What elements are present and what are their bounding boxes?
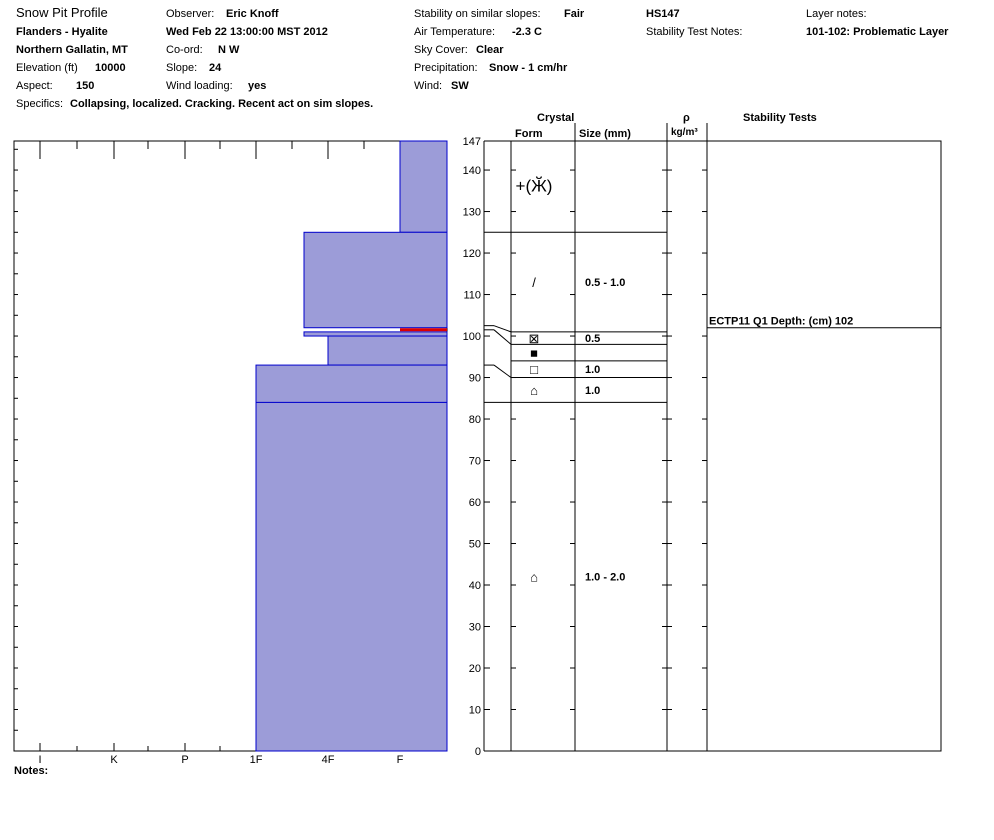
wind-loading-label: Wind loading: (166, 80, 233, 92)
crystal-form-symbol: ⌂ (530, 383, 538, 398)
depth-tick-label: 100 (463, 331, 481, 343)
depth-tick-label: 80 (469, 414, 481, 426)
depth-tick-label: 70 (469, 456, 481, 468)
hardness-layer-bar (255, 401, 448, 752)
coord-label: Co-ord: (166, 44, 203, 56)
stability-label: Stability on similar slopes: (414, 8, 541, 20)
depth-tick-label: 147 (463, 136, 481, 148)
stability-test-notes-label: Stability Test Notes: (646, 26, 743, 38)
hardness-layer-bar (399, 140, 448, 233)
wind-value: SW (451, 80, 469, 92)
air-temp-value: -2.3 C (512, 26, 542, 38)
crystal-size-value: 1.0 (585, 364, 600, 376)
hardness-tick-label: 1F (250, 754, 263, 766)
hardness-layer-bar (327, 335, 448, 366)
wind-loading-value: yes (248, 80, 267, 92)
notes-label: Notes: (14, 765, 49, 777)
crystal-form-symbol: / (532, 275, 536, 290)
sky-label: Sky Cover: (414, 44, 468, 56)
aspect-label: Aspect: (16, 80, 53, 92)
location: Flanders - Hyalite (16, 26, 108, 38)
crystal-form-symbol: ■ (530, 346, 538, 361)
observer-value: Eric Knoff (226, 8, 279, 20)
region: Northern Gallatin, MT (16, 44, 128, 56)
stability-test-label: ECTP11 Q1 Depth: (cm) 102 (709, 316, 853, 328)
layer-notes-label: Layer notes: (806, 8, 867, 20)
specifics-label: Specifics: (16, 98, 64, 110)
hardness-tick-label: I (38, 754, 41, 766)
elevation-label: Elevation (ft) (16, 62, 78, 74)
depth-tick-label: 90 (469, 373, 481, 385)
crystal-form-symbol: ⊠ (529, 331, 540, 346)
layer-table-frame (510, 140, 942, 752)
depth-tick-label: 110 (463, 290, 481, 302)
page-title: Snow Pit Profile (16, 5, 108, 20)
depth-tick-label: 140 (463, 165, 481, 177)
slope-value: 24 (209, 62, 222, 74)
crystal-header: Crystal (537, 112, 575, 124)
layer-connector (493, 364, 512, 378)
aspect-value: 150 (76, 80, 95, 92)
sky-value: Clear (476, 44, 504, 56)
depth-tick-label: 40 (469, 580, 481, 592)
datetime: Wed Feb 22 13:00:00 MST 2012 (166, 26, 328, 38)
crystal-form-symbol: +(Ӂ) (516, 177, 553, 196)
elevation-value: 10000 (95, 62, 126, 74)
precip-value: Snow - 1 cm/hr (489, 62, 568, 74)
depth-tick-label: 0 (475, 746, 481, 758)
slope-label: Slope: (166, 62, 198, 74)
hardness-tick-label: 4F (322, 754, 335, 766)
hardness-layer-bar (303, 231, 448, 329)
wind-label: Wind: (414, 80, 443, 92)
depth-tick-label: 50 (469, 539, 481, 551)
crystal-size-value: 0.5 - 1.0 (585, 277, 625, 289)
observer-label: Observer: (166, 8, 215, 20)
hardness-tick-label: K (110, 754, 118, 766)
depth-tick-label: 20 (469, 663, 481, 675)
crystal-size-value: 0.5 (585, 333, 600, 345)
specifics-value: Collapsing, localized. Cracking. Recent … (70, 98, 374, 110)
depth-tick-label: 130 (463, 207, 481, 219)
coord-value: N W (218, 44, 240, 56)
crystal-form-symbol: ⌂ (530, 570, 538, 585)
depth-tick-label: 60 (469, 497, 481, 509)
layer-connector (493, 325, 512, 333)
hs-value: HS147 (646, 8, 680, 20)
hardness-tick-label: F (397, 754, 404, 766)
crystal-size-value: 1.0 (585, 385, 600, 397)
depth-tick-label: 10 (469, 705, 481, 717)
depth-tick-label: 30 (469, 622, 481, 634)
crystal-form-symbol: □ (530, 362, 538, 377)
stability-tests-header: Stability Tests (743, 112, 817, 124)
hardness-tick-label: P (181, 754, 188, 766)
stability-value: Fair (564, 8, 585, 20)
rho-header: ρ (683, 112, 690, 124)
air-temp-label: Air Temperature: (414, 26, 496, 38)
precip-label: Precipitation: (414, 62, 478, 74)
form-header: Form (515, 128, 543, 140)
hardness-layer-bar (303, 331, 448, 337)
depth-tick-label: 120 (463, 248, 481, 260)
size-header: Size (mm) (579, 128, 631, 140)
density-unit-header: kg/m³ (671, 127, 698, 138)
crystal-size-value: 1.0 - 2.0 (585, 572, 625, 584)
hardness-layer-bar (255, 364, 448, 403)
layer-connector (493, 329, 512, 345)
layer-notes-value: 101-102: Problematic Layer (806, 26, 949, 38)
